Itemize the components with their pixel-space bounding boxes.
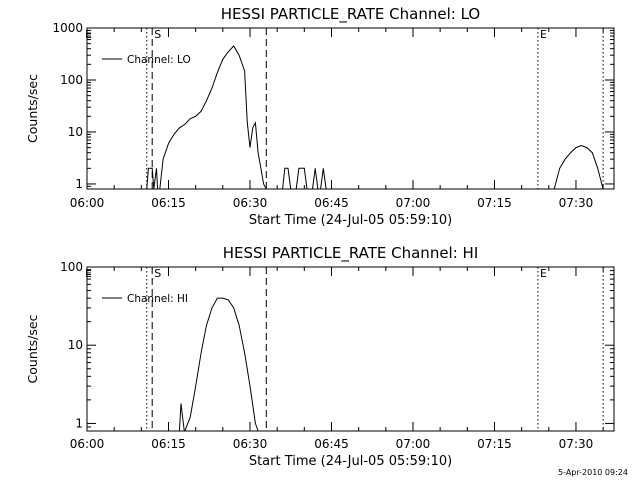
y-tick-label: 100 (60, 73, 83, 87)
y-tick-label: 10 (68, 338, 83, 352)
y-axis-label: Counts/sec (25, 74, 40, 143)
y-tick-label: 1 (75, 416, 83, 430)
series-line (159, 45, 267, 190)
series-line (178, 403, 185, 432)
y-tick-label: 10 (68, 125, 83, 139)
x-tick-label: 06:30 (233, 437, 268, 451)
chart-title: HESSI PARTICLE_RATE Channel: HI (223, 244, 479, 263)
legend-label: Channel: LO (127, 54, 191, 66)
plot-timestamp: 5-Apr-2010 09:24 (558, 468, 628, 477)
series-line (553, 144, 604, 190)
x-tick-label: 07:00 (396, 196, 431, 210)
x-tick-label: 06:00 (70, 196, 105, 210)
x-tick-label: 06:15 (151, 196, 186, 210)
y-tick-label: 1000 (52, 21, 83, 35)
time-marker-label: E (540, 267, 547, 280)
series-line (282, 167, 292, 190)
y-axis-label: Counts/sec (25, 314, 40, 383)
x-tick-label: 06:15 (151, 437, 186, 451)
corner-marker-label: E (85, 267, 92, 280)
series-line (184, 297, 259, 432)
x-tick-label: 07:00 (396, 437, 431, 451)
series-line (312, 168, 319, 190)
series-line (146, 167, 160, 190)
series-line (295, 167, 308, 190)
lo-channel-panel: HESSI PARTICLE_RATE Channel: LO 06:00 06:1… (25, 5, 615, 228)
x-tick-label: 06:30 (233, 196, 268, 210)
chart-title: HESSI PARTICLE_RATE Channel: LO (221, 5, 480, 24)
plot-frame (86, 266, 615, 432)
time-marker-label: S (154, 28, 161, 41)
legend-label: Channel: HI (127, 293, 188, 305)
x-tick-label: 06:45 (314, 196, 349, 210)
x-axis-label: Start Time (24-Jul-05 05:59:10) (249, 454, 452, 469)
x-tick-label: 06:00 (70, 437, 105, 451)
series-line (320, 168, 327, 190)
x-tick-label: 07:15 (477, 437, 512, 451)
x-axis-label: Start Time (24-Jul-05 05:59:10) (249, 213, 452, 228)
time-marker-label: S (154, 267, 161, 280)
y-tick-label: 1 (75, 177, 83, 191)
y-tick-label: 100 (60, 260, 83, 274)
time-marker-label: E (540, 28, 547, 41)
corner-marker-label: E (85, 28, 92, 41)
x-tick-label: 07:30 (559, 437, 594, 451)
x-tick-label: 06:45 (314, 437, 349, 451)
plot-frame (86, 27, 615, 190)
x-tick-label: 07:30 (559, 196, 594, 210)
x-tick-label: 07:15 (477, 196, 512, 210)
hi-channel-panel: HESSI PARTICLE_RATE Channel: HI 06:00 06:1… (25, 244, 615, 469)
